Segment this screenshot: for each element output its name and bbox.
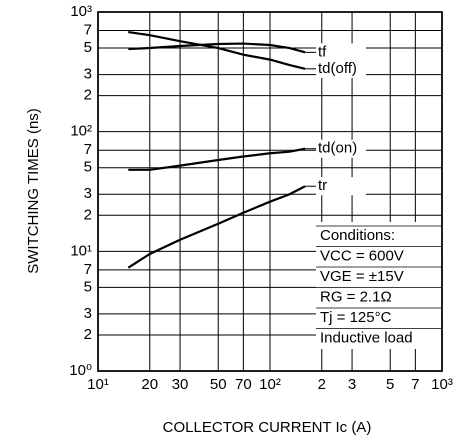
y-tick-label: 2 — [84, 326, 92, 343]
x-tick-label: 30 — [172, 376, 189, 393]
x-tick-label: 10¹ — [87, 376, 109, 393]
y-tick-label: 3 — [84, 185, 92, 202]
label-bg — [316, 139, 366, 158]
x-tick-label: 3 — [348, 376, 356, 393]
y-tick-label: 2 — [84, 87, 92, 104]
x-tick-label: 5 — [386, 376, 394, 393]
y-tick-label: 7 — [84, 141, 92, 158]
conditions-text: Tj = 125°C — [320, 309, 392, 326]
y-tick-label: 2 — [84, 206, 92, 223]
label-bg — [316, 177, 366, 196]
conditions-text: Conditions: — [320, 227, 395, 244]
conditions-text: Inductive load — [320, 329, 413, 346]
x-tick-label: 20 — [141, 376, 158, 393]
y-tick-label: 5 — [84, 159, 92, 176]
conditions-text: VCC = 600V — [320, 247, 404, 264]
y-tick-label: 5 — [84, 39, 92, 56]
label-bg — [316, 43, 366, 62]
y-tick-label: 3 — [84, 66, 92, 83]
conditions-text: VGE = ±15V — [320, 268, 404, 285]
y-tick-label: 3 — [84, 305, 92, 322]
legend-label: td(off) — [318, 60, 357, 77]
x-tick-label: 10² — [259, 376, 281, 393]
series-line — [128, 147, 306, 171]
legend-label: tr — [318, 177, 327, 194]
legend-label: tf — [318, 43, 327, 60]
y-axis-label: SWITCHING TIMES (ns) — [25, 108, 42, 274]
y-tick-label: 10⁰ — [69, 362, 92, 379]
x-axis-label: COLLECTOR CURRENT Ic (A) — [163, 419, 372, 436]
x-tick-label: 70 — [235, 376, 252, 393]
y-tick-label: 10¹ — [70, 242, 92, 259]
label-bg — [316, 59, 366, 78]
conditions-box — [316, 222, 441, 349]
y-tick-label: 5 — [84, 278, 92, 295]
y-tick-label: 10³ — [70, 3, 92, 20]
x-tick-label: 50 — [210, 376, 227, 393]
series-line — [128, 42, 306, 54]
legend-label: td(on) — [318, 140, 357, 157]
series-line — [128, 30, 306, 70]
plot-frame — [97, 11, 443, 372]
y-tick-label: 10² — [70, 123, 92, 140]
conditions-text: RG = 2.1Ω — [320, 288, 392, 305]
x-tick-label: 10³ — [431, 376, 453, 393]
x-tick-label: 7 — [411, 376, 419, 393]
y-tick-label: 7 — [84, 22, 92, 39]
series-line — [127, 185, 306, 269]
x-tick-label: 2 — [318, 376, 326, 393]
y-tick-label: 7 — [84, 261, 92, 278]
